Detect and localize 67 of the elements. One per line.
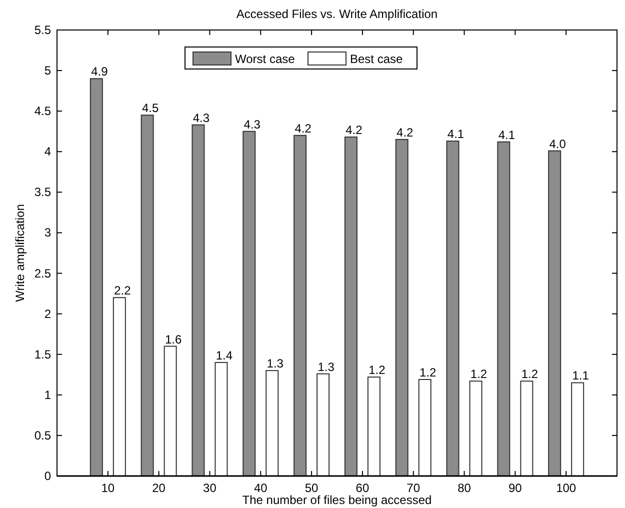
bar bbox=[164, 346, 177, 476]
data-label: 4.3 bbox=[192, 110, 210, 125]
bar bbox=[571, 382, 584, 476]
bar bbox=[548, 150, 562, 476]
bar bbox=[214, 362, 228, 476]
y-tick-label: 4.5 bbox=[34, 104, 52, 118]
y-tick-label: 3 bbox=[44, 226, 52, 240]
x-tick-label: 40 bbox=[254, 481, 268, 495]
data-label: 4.3 bbox=[244, 117, 261, 132]
bar bbox=[520, 380, 534, 476]
x-tick-label: 30 bbox=[203, 481, 217, 495]
x-tick-label: 10 bbox=[101, 481, 115, 495]
data-label: 1.3 bbox=[318, 360, 335, 374]
y-tick-label: 5 bbox=[44, 64, 52, 78]
data-label: 4.0 bbox=[549, 136, 566, 151]
data-label: 1.2 bbox=[470, 367, 488, 382]
x-tick-label: 100 bbox=[556, 481, 576, 495]
legend-label: Best case bbox=[350, 52, 404, 66]
bar bbox=[395, 138, 408, 476]
data-label: 4.9 bbox=[91, 64, 108, 79]
y-axis-title: Write amplification bbox=[13, 204, 27, 302]
y-tick-label: 3.5 bbox=[34, 185, 52, 200]
data-label: 1.1 bbox=[572, 368, 590, 383]
data-label: 4.5 bbox=[142, 101, 159, 116]
bar bbox=[367, 376, 380, 476]
y-tick-label: 2.5 bbox=[34, 266, 52, 280]
bar bbox=[140, 114, 154, 476]
bar bbox=[112, 297, 126, 476]
y-tick-label: 1.5 bbox=[34, 347, 52, 362]
x-tick-label: 20 bbox=[152, 481, 166, 495]
data-label: 1.2 bbox=[420, 366, 437, 380]
bar bbox=[294, 134, 307, 476]
bar bbox=[90, 78, 103, 476]
x-tick-label: 50 bbox=[304, 481, 319, 495]
data-label: 1.4 bbox=[216, 348, 233, 362]
data-label: 1.2 bbox=[368, 363, 386, 378]
bar bbox=[469, 380, 482, 476]
y-tick-label: 5.5 bbox=[34, 23, 52, 37]
data-label: 4.2 bbox=[346, 123, 363, 138]
bar bbox=[242, 130, 256, 476]
data-label: 1.6 bbox=[164, 332, 182, 346]
bar bbox=[266, 370, 279, 476]
data-label: 4.2 bbox=[294, 121, 312, 136]
legend-label: Worst case bbox=[235, 52, 296, 66]
data-label: 1.2 bbox=[521, 367, 538, 382]
x-tick-label: 80 bbox=[458, 481, 472, 495]
bar bbox=[497, 141, 510, 476]
data-label: 4.1 bbox=[498, 128, 516, 142]
bar bbox=[344, 136, 358, 476]
y-tick-label: 2 bbox=[44, 306, 52, 321]
x-tick-label: 60 bbox=[356, 481, 370, 495]
y-tick-label: 1 bbox=[44, 388, 52, 402]
x-tick-label: 70 bbox=[406, 481, 420, 495]
bar bbox=[446, 140, 460, 476]
bar bbox=[316, 373, 330, 476]
bar bbox=[192, 124, 205, 476]
y-tick-label: 0.5 bbox=[34, 428, 52, 442]
x-tick-label: 90 bbox=[508, 481, 522, 495]
chart-title: Accessed Files vs. Write Amplification bbox=[236, 7, 438, 21]
y-tick-label: 4 bbox=[44, 144, 52, 159]
data-label: 1.3 bbox=[266, 356, 284, 371]
bar bbox=[418, 379, 432, 476]
x-axis-title: The number of files being accessed bbox=[242, 493, 432, 507]
data-label: 4.2 bbox=[396, 125, 414, 140]
data-label: 4.1 bbox=[447, 127, 464, 142]
data-label: 2.2 bbox=[114, 284, 132, 298]
y-tick-label: 0 bbox=[44, 469, 52, 483]
